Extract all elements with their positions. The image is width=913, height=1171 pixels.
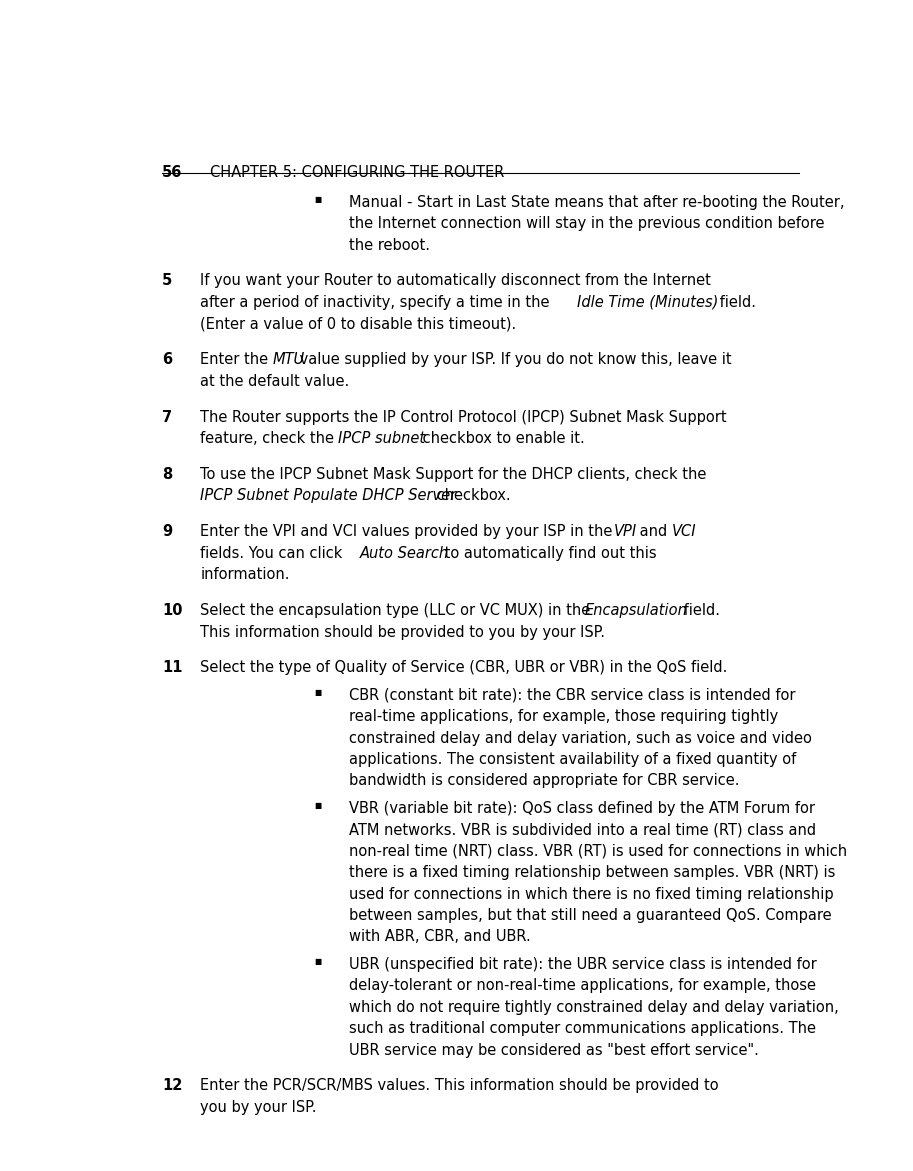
Text: IPCP Subnet Populate DHCP Server: IPCP Subnet Populate DHCP Server bbox=[201, 488, 456, 504]
Text: This information should be provided to you by your ISP.: This information should be provided to y… bbox=[201, 624, 605, 639]
Text: checkbox.: checkbox. bbox=[433, 488, 511, 504]
Text: there is a fixed timing relationship between samples. VBR (NRT) is: there is a fixed timing relationship bet… bbox=[349, 865, 835, 881]
Text: between samples, but that still need a guaranteed QoS. Compare: between samples, but that still need a g… bbox=[349, 908, 832, 923]
Text: Manual - Start in Last State means that after re-booting the Router,: Manual - Start in Last State means that … bbox=[349, 194, 845, 210]
Text: 56: 56 bbox=[163, 165, 183, 180]
Text: CHAPTER 5: CONFIGURING THE ROUTER: CHAPTER 5: CONFIGURING THE ROUTER bbox=[210, 165, 504, 180]
Text: 11: 11 bbox=[163, 660, 183, 676]
Text: ■: ■ bbox=[314, 194, 321, 204]
Text: VBR (variable bit rate): QoS class defined by the ATM Forum for: VBR (variable bit rate): QoS class defin… bbox=[349, 801, 815, 816]
Text: CBR (constant bit rate): the CBR service class is intended for: CBR (constant bit rate): the CBR service… bbox=[349, 687, 795, 703]
Text: information.: information. bbox=[201, 567, 290, 582]
Text: VCI: VCI bbox=[672, 525, 697, 540]
Text: ■: ■ bbox=[314, 687, 321, 697]
Text: (Enter a value of 0 to disable this timeout).: (Enter a value of 0 to disable this time… bbox=[201, 316, 517, 331]
Text: constrained delay and delay variation, such as voice and video: constrained delay and delay variation, s… bbox=[349, 731, 812, 746]
Text: field.: field. bbox=[678, 603, 719, 618]
Text: delay-tolerant or non-real-time applications, for example, those: delay-tolerant or non-real-time applicat… bbox=[349, 978, 816, 993]
Text: UBR (unspecified bit rate): the UBR service class is intended for: UBR (unspecified bit rate): the UBR serv… bbox=[349, 957, 817, 972]
Text: 9: 9 bbox=[163, 525, 173, 540]
Text: Select the encapsulation type (LLC or VC MUX) in the: Select the encapsulation type (LLC or VC… bbox=[201, 603, 595, 618]
Text: VPI: VPI bbox=[614, 525, 637, 540]
Text: ■: ■ bbox=[314, 801, 321, 809]
Text: Select the type of Quality of Service (CBR, UBR or VBR) in the QoS field.: Select the type of Quality of Service (C… bbox=[201, 660, 728, 676]
Text: Auto Search: Auto Search bbox=[360, 546, 449, 561]
Text: IPCP subnet: IPCP subnet bbox=[338, 431, 425, 446]
Text: 7: 7 bbox=[163, 410, 173, 425]
Text: 12: 12 bbox=[163, 1078, 183, 1094]
Text: Enter the PCR/SCR/MBS values. This information should be provided to: Enter the PCR/SCR/MBS values. This infor… bbox=[201, 1078, 719, 1094]
Text: If you want your Router to automatically disconnect from the Internet: If you want your Router to automatically… bbox=[201, 273, 711, 288]
Text: the Internet connection will stay in the previous condition before: the Internet connection will stay in the… bbox=[349, 217, 824, 231]
Text: Encapsulation: Encapsulation bbox=[584, 603, 687, 618]
Text: with ABR, CBR, and UBR.: with ABR, CBR, and UBR. bbox=[349, 930, 530, 945]
Text: ATM networks. VBR is subdivided into a real time (RT) class and: ATM networks. VBR is subdivided into a r… bbox=[349, 822, 816, 837]
Text: you by your ISP.: you by your ISP. bbox=[201, 1100, 317, 1115]
Text: 10: 10 bbox=[163, 603, 183, 618]
Text: after a period of inactivity, specify a time in the: after a period of inactivity, specify a … bbox=[201, 295, 554, 310]
Text: real-time applications, for example, those requiring tightly: real-time applications, for example, tho… bbox=[349, 710, 778, 724]
Text: 6: 6 bbox=[163, 352, 173, 368]
Text: such as traditional computer communications applications. The: such as traditional computer communicati… bbox=[349, 1021, 816, 1036]
Text: bandwidth is considered appropriate for CBR service.: bandwidth is considered appropriate for … bbox=[349, 774, 740, 788]
Text: Enter the: Enter the bbox=[201, 352, 273, 368]
Text: at the default value.: at the default value. bbox=[201, 374, 350, 389]
Text: the reboot.: the reboot. bbox=[349, 238, 430, 253]
Text: feature, check the: feature, check the bbox=[201, 431, 339, 446]
Text: used for connections in which there is no fixed timing relationship: used for connections in which there is n… bbox=[349, 886, 834, 902]
Text: Idle Time (Minutes): Idle Time (Minutes) bbox=[577, 295, 719, 310]
Text: 8: 8 bbox=[163, 467, 173, 482]
Text: UBR service may be considered as "best effort service".: UBR service may be considered as "best e… bbox=[349, 1042, 759, 1057]
Text: to automatically find out this: to automatically find out this bbox=[440, 546, 656, 561]
Text: field.: field. bbox=[715, 295, 756, 310]
Text: checkbox to enable it.: checkbox to enable it. bbox=[418, 431, 584, 446]
Text: ■: ■ bbox=[314, 957, 321, 966]
Text: Enter the VPI and VCI values provided by your ISP in the: Enter the VPI and VCI values provided by… bbox=[201, 525, 617, 540]
Text: non-real time (NRT) class. VBR (RT) is used for connections in which: non-real time (NRT) class. VBR (RT) is u… bbox=[349, 843, 847, 858]
Text: To use the IPCP Subnet Mask Support for the DHCP clients, check the: To use the IPCP Subnet Mask Support for … bbox=[201, 467, 707, 482]
Text: 5: 5 bbox=[163, 273, 173, 288]
Text: The Router supports the IP Control Protocol (IPCP) Subnet Mask Support: The Router supports the IP Control Proto… bbox=[201, 410, 727, 425]
Text: applications. The consistent availability of a fixed quantity of: applications. The consistent availabilit… bbox=[349, 752, 796, 767]
Text: value supplied by your ISP. If you do not know this, leave it: value supplied by your ISP. If you do no… bbox=[295, 352, 731, 368]
Text: and: and bbox=[635, 525, 672, 540]
Text: fields. You can click: fields. You can click bbox=[201, 546, 348, 561]
Text: which do not require tightly constrained delay and delay variation,: which do not require tightly constrained… bbox=[349, 1000, 839, 1014]
Text: MTU: MTU bbox=[273, 352, 305, 368]
